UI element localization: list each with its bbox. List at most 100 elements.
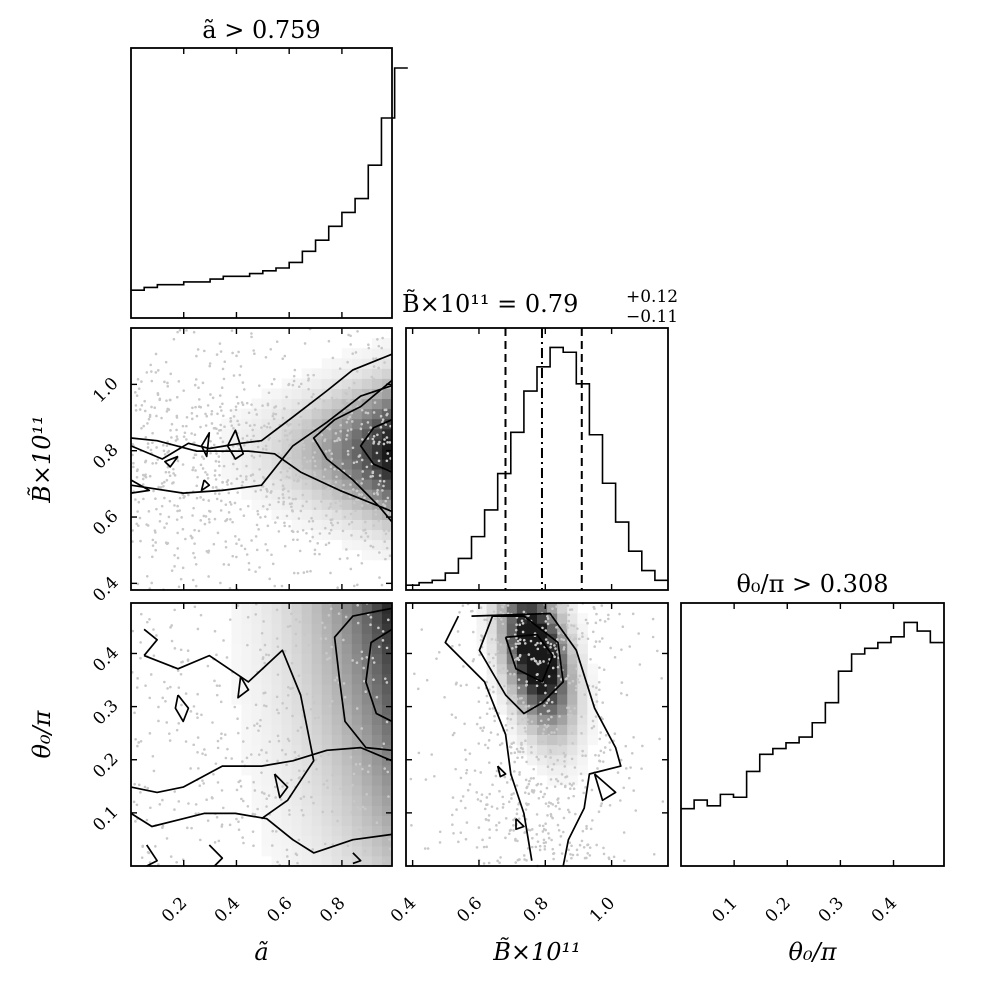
panel-a-vs-b-cell: [261, 459, 273, 470]
panel-a-vs-b-point: [255, 523, 259, 527]
panel-a-vs-b-point: [154, 461, 158, 465]
panel-a-vs-b-point: [379, 425, 383, 429]
panel-b-vs-theta-point: [494, 638, 498, 642]
panel-a-vs-b-cell: [371, 549, 383, 561]
panel-b-vs-theta-point: [508, 694, 512, 697]
panel-a-vs-b-point: [349, 512, 353, 516]
panel-b-vs-theta-point: [488, 828, 491, 831]
panel-a-vs-b-point: [335, 510, 338, 513]
panel-a-vs-b-point: [376, 488, 379, 492]
panel-a-vs-theta-cell: [321, 805, 333, 816]
panel-a-vs-b-point: [301, 493, 305, 497]
panel-a-vs-theta-cell: [301, 613, 313, 624]
panel-a-vs-theta-cell: [241, 734, 252, 746]
panel-a-vs-b-point: [249, 438, 253, 442]
panel-a-vs-b-point: [191, 468, 194, 472]
panel-a-vs-b-point: [165, 410, 169, 413]
panel-a-vs-b-point: [233, 501, 237, 505]
panel-b-vs-theta-cell: [506, 663, 518, 675]
panel-a-vs-theta-cell: [381, 805, 393, 816]
x-axis-label-b: B̃×10¹¹: [492, 938, 581, 966]
panel-b-vs-theta-point: [547, 718, 550, 721]
panel-a-vs-theta-cell: [291, 774, 303, 786]
panel-b-vs-theta-point: [511, 712, 514, 716]
panel-a-vs-b-point: [331, 496, 334, 500]
panel-b-vs-theta-cell: [506, 603, 518, 614]
panel-a-vs-theta-cell: [371, 714, 383, 725]
panel-a-vs-theta-point: [252, 780, 255, 784]
panel-a-vs-theta-cell: [261, 734, 273, 746]
panel-b-vs-theta-point: [599, 731, 603, 734]
panel-a-vs-theta-point: [363, 807, 367, 811]
panel-a-vs-b-point: [228, 500, 232, 504]
panel-b-vs-theta-cell: [506, 633, 518, 644]
panel-a-vs-b-point: [281, 357, 285, 360]
panel-b-vs-theta-cell: [526, 623, 538, 634]
panel-b-vs-theta-cell: [516, 623, 528, 634]
panel-b-vs-theta-point: [520, 756, 524, 759]
panel-a-vs-b-cell: [321, 489, 333, 500]
panel-a-vs-b-point: [305, 460, 309, 464]
panel-a-vs-theta-point: [131, 629, 135, 633]
panel-a-vs-theta-contour-2: [143, 649, 315, 820]
panel-b-vs-theta-point: [580, 715, 583, 718]
panel-a-vs-theta-point: [302, 795, 306, 798]
panel-a-vs-b-point: [209, 393, 212, 396]
panel-a-vs-b-point: [387, 529, 391, 533]
panel-a-vs-b-cell: [241, 448, 252, 460]
panel-a-vs-b-point: [318, 397, 322, 401]
panel-a-vs-theta-cell: [301, 855, 313, 867]
panel-b-vs-theta-point: [570, 731, 574, 735]
panel-b-vs-theta-point: [524, 739, 527, 743]
panel-b-vs-theta-point: [555, 626, 558, 629]
panel-a-vs-b-point: [346, 449, 350, 453]
panel-a-vs-theta-point: [263, 792, 266, 795]
panel-a-vs-theta-point: [326, 658, 329, 661]
panel-a-vs-theta-point: [274, 796, 277, 799]
panel-a-vs-b-cell: [311, 418, 323, 430]
panel-b-vs-theta-point: [490, 805, 494, 808]
panel-a-vs-b-point: [354, 509, 357, 513]
panel-a-vs-b-cell: [371, 438, 383, 450]
panel-b-vs-theta-point: [541, 626, 544, 630]
panel-b-vs-theta-point: [602, 751, 606, 754]
x-tick-label: 0.1: [708, 893, 741, 926]
panel-a-vs-b-point: [140, 403, 144, 407]
panel-a-vs-theta-cell: [331, 835, 343, 847]
panel-a-vs-b-point: [301, 422, 305, 426]
panel-a-vs-theta-cell: [351, 663, 363, 675]
panel-a-vs-theta-cell: [381, 835, 393, 847]
panel-b-vs-theta-point: [523, 791, 527, 794]
panel-a-vs-b-cell: [361, 459, 373, 470]
panel-b-vs-theta-point: [531, 836, 534, 840]
panel-b-vs-theta-point: [424, 778, 428, 781]
panel-a-vs-theta-point: [363, 849, 367, 853]
panel-a-vs-theta-contour-0: [130, 746, 393, 794]
panel-b-vs-theta-point: [576, 678, 580, 681]
panel-a-vs-b-cell: [291, 378, 303, 389]
panel-b-vs-theta-cell: [567, 774, 578, 786]
panel-a-vs-theta-cell: [231, 633, 242, 644]
panel-b-vs-theta-point: [495, 828, 498, 832]
panel-b-vs-theta-cell: [537, 653, 548, 665]
panel-a-vs-theta-cell: [261, 673, 273, 685]
panel-a-vs-theta-cell: [311, 795, 323, 806]
panel-a-vs-theta-point: [368, 764, 371, 767]
panel-b-vs-theta-point: [524, 730, 527, 733]
panel-a-vs-b-point: [240, 401, 244, 404]
panel-a-vs-b-point: [292, 479, 296, 482]
panel-b-vs-theta-cell: [537, 603, 548, 614]
panel-a-vs-b-point: [317, 486, 321, 490]
panel-a-vs-b-cell: [381, 338, 393, 349]
panel-a-vs-theta-cell: [321, 673, 333, 685]
panel-b-vs-theta-point: [586, 637, 590, 641]
panel-a-vs-b-point: [264, 515, 267, 518]
panel-a-vs-theta-point: [358, 762, 362, 766]
panel-a-vs-theta-cell: [281, 643, 293, 655]
panel-b-vs-theta-point: [590, 788, 594, 792]
panel-frame-a-theta: [130, 602, 393, 867]
panel-b-vs-theta-point: [566, 808, 570, 812]
panel-b-vs-theta-point: [459, 831, 463, 834]
panel-a-vs-b-point: [217, 460, 221, 464]
panel-a-vs-b-point: [345, 548, 348, 551]
